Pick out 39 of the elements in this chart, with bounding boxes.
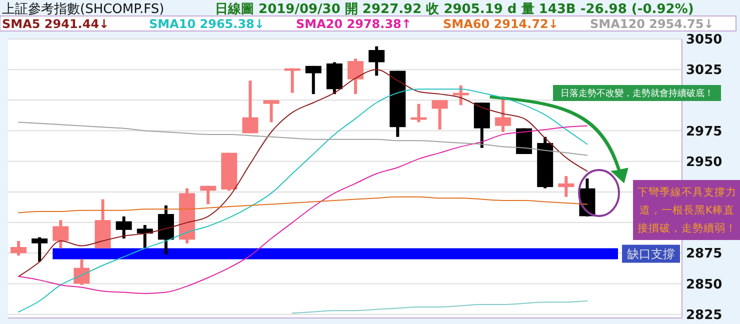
text: SMA5 2941.44↓ <box>2 17 110 31</box>
y-tick-label: 2975 <box>686 124 722 140</box>
candlestick <box>368 46 385 76</box>
band-label: 缺口支撐 <box>627 246 675 261</box>
line-series <box>18 122 588 156</box>
annotation: 日落走勢不改變，走勢就會持續破底！ <box>560 88 714 100</box>
candlestick <box>452 86 469 106</box>
candlestick <box>284 68 300 93</box>
y-tick-label: 3025 <box>686 63 722 78</box>
candlestick <box>116 216 132 238</box>
text: SMA20 2978.38↑ <box>296 17 412 31</box>
text: SMA10 2965.38↓ <box>149 17 264 31</box>
y-tick-label: 2875 <box>686 246 722 262</box>
candlestick <box>432 100 448 130</box>
text: SMA60 2914.72↓ <box>443 17 558 31</box>
candlestick <box>242 80 258 134</box>
candlestick <box>558 176 574 197</box>
candlestick <box>32 237 48 262</box>
y-tick-label: 2950 <box>686 154 722 170</box>
text: 下彎季線不具支撐力道，一根長黑K棒直接摜破，走勢續弱！ <box>638 186 736 235</box>
candlestick <box>263 100 280 122</box>
candlestick <box>52 220 69 248</box>
y-tick-label: 3050 <box>686 32 722 48</box>
chart-subtitle: 日線圖 2019/09/30 開 2927.92 收 2905.19 d 量 143B -26.98 (-0.92%) <box>215 2 694 17</box>
line-series <box>18 88 588 312</box>
candlestick <box>305 66 322 94</box>
candlestick <box>136 225 153 248</box>
candlestick <box>10 240 27 256</box>
candlestick <box>410 104 427 122</box>
text: SMA120 2954.75↓ <box>590 17 714 31</box>
y-tick-label: 2850 <box>686 277 722 292</box>
y-tick-label: 2825 <box>686 308 722 323</box>
candlestick <box>74 259 90 285</box>
line-series <box>292 300 588 314</box>
candlestick <box>348 58 364 94</box>
candlestick <box>200 186 216 204</box>
chart-title: 上証參考指數(SHCOMP.FS) <box>2 2 164 17</box>
line-series <box>18 125 588 294</box>
candlestick <box>494 96 511 132</box>
